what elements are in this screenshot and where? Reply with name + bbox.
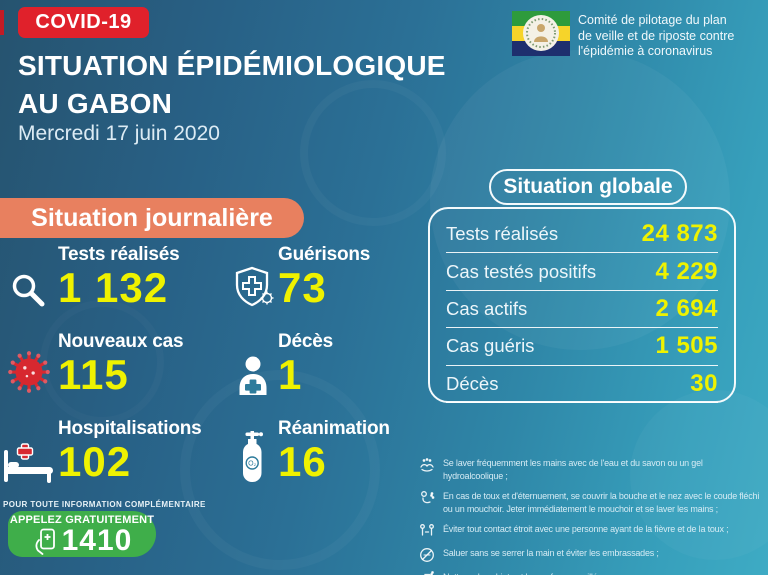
stat-value: 73 bbox=[278, 264, 327, 311]
stat-value: 115 bbox=[58, 351, 129, 398]
oxygen-tank-icon: O₂ bbox=[228, 418, 278, 484]
cough-elbow-icon bbox=[419, 490, 443, 506]
no-handshake-icon bbox=[419, 547, 443, 563]
committee-line3: l'épidémie à coronavirus bbox=[578, 44, 713, 58]
ribbon-fold bbox=[0, 10, 4, 35]
advice-item: Se laver fréquemment les mains avec de l… bbox=[419, 457, 765, 482]
covid-badge: COVID-19 bbox=[18, 7, 149, 38]
global-row-positifs: Cas testés positifs 4 229 bbox=[446, 253, 718, 291]
global-row-value: 24 873 bbox=[641, 220, 718, 248]
shield-cross-virus-icon bbox=[228, 244, 278, 310]
global-section-title: Situation globale bbox=[489, 169, 687, 205]
daily-section-title: Situation journalière bbox=[0, 198, 304, 238]
svg-text:O₂: O₂ bbox=[248, 461, 256, 468]
advice-item: Nettoyer les objets et les surfaces soui… bbox=[419, 571, 765, 575]
advice-text: Éviter tout contact étroit avec une pers… bbox=[443, 524, 729, 534]
stat-text: Décès 1 bbox=[278, 331, 333, 397]
stat-text: Réanimation 16 bbox=[278, 418, 390, 484]
stat-reanimation: O₂ Réanimation 16 bbox=[228, 418, 436, 505]
report-date: Mercredi 17 juin 2020 bbox=[18, 122, 220, 145]
global-row-value: 30 bbox=[690, 369, 718, 397]
magnifier-icon bbox=[0, 244, 58, 310]
emblem-figure-icon bbox=[526, 18, 556, 48]
stat-label: Tests réalisés bbox=[58, 244, 180, 265]
advice-text: Nettoyer les objets et les surfaces soui… bbox=[443, 571, 604, 575]
page-title-line1: SITUATION ÉPIDÉMIOLOGIQUE bbox=[18, 50, 446, 81]
stat-text: Tests réalisés 1 132 bbox=[58, 244, 180, 310]
advice-text: En cas de toux et d'éternuement, se couv… bbox=[443, 491, 760, 514]
global-row-actifs: Cas actifs 2 694 bbox=[446, 291, 718, 329]
page-title-line2: AU GABON bbox=[18, 88, 173, 119]
person-cross-icon bbox=[228, 331, 278, 397]
global-row-tests: Tests réalisés 24 873 bbox=[446, 216, 718, 254]
hotline-badge: APPELEZ GRATUITEMENT 1410 bbox=[8, 511, 156, 557]
committee-line2: de veille et de riposte contre bbox=[578, 28, 735, 43]
stat-text: Nouveaux cas 115 bbox=[58, 331, 184, 398]
daily-stats-grid: Tests réalisés 1 132 bbox=[0, 244, 436, 505]
stat-text: Hospitalisations 102 bbox=[58, 418, 202, 484]
stat-label: Réanimation bbox=[278, 418, 390, 439]
stat-deces: Décès 1 bbox=[228, 331, 436, 418]
stat-value: 102 bbox=[58, 438, 132, 485]
hotline-caption: POUR TOUTE INFORMATION COMPLÉMENTAIRE bbox=[3, 500, 206, 509]
stat-text: Guérisons 73 bbox=[278, 244, 370, 310]
stat-label: Guérisons bbox=[278, 244, 371, 265]
committee-name: Comité de pilotage du plan de veille et … bbox=[578, 13, 734, 60]
advice-item: En cas de toux et d'éternuement, se couv… bbox=[419, 490, 765, 515]
stat-label: Hospitalisations bbox=[58, 418, 202, 439]
committee-line1: Comité de pilotage du plan bbox=[578, 13, 727, 27]
stat-guerisons: Guérisons 73 bbox=[228, 244, 436, 331]
global-row-label: Cas guéris bbox=[446, 335, 535, 357]
flag-emblem bbox=[523, 15, 559, 51]
virus-icon bbox=[0, 331, 58, 397]
global-row-value: 1 505 bbox=[655, 332, 718, 360]
handwash-icon bbox=[419, 457, 443, 473]
global-row-label: Tests réalisés bbox=[446, 223, 559, 245]
global-row-value: 4 229 bbox=[655, 257, 718, 285]
stat-label: Nouveaux cas bbox=[58, 331, 184, 352]
advice-item: Saluer sans se serrer la main et éviter … bbox=[419, 547, 765, 563]
hospital-bed-icon bbox=[0, 418, 58, 484]
advice-list: Se laver fréquemment les mains avec de l… bbox=[419, 457, 765, 575]
global-row-label: Cas testés positifs bbox=[446, 260, 597, 282]
stat-hospitalisations: Hospitalisations 102 bbox=[0, 418, 228, 505]
hotline-label: APPELEZ GRATUITEMENT bbox=[9, 514, 155, 526]
virus-watermark bbox=[300, 80, 446, 226]
global-row-gueris: Cas guéris 1 505 bbox=[446, 328, 718, 366]
stat-nouveaux-cas: Nouveaux cas 115 bbox=[0, 331, 228, 418]
stat-label: Décès bbox=[278, 331, 333, 352]
global-stats-panel: Tests réalisés 24 873 Cas testés positif… bbox=[428, 207, 736, 403]
phone-hand-icon bbox=[35, 528, 55, 555]
stat-value: 1 bbox=[278, 351, 303, 398]
stat-tests-realises: Tests réalisés 1 132 bbox=[0, 244, 228, 331]
global-row-value: 2 694 bbox=[655, 294, 718, 322]
stat-value: 16 bbox=[278, 438, 327, 485]
hotline-row: 1410 bbox=[8, 524, 156, 558]
stat-value: 1 132 bbox=[58, 264, 169, 311]
avoid-contact-icon bbox=[419, 523, 443, 539]
advice-text: Se laver fréquemment les mains avec de l… bbox=[443, 458, 703, 481]
global-row-label: Décès bbox=[446, 372, 499, 394]
advice-text: Saluer sans se serrer la main et éviter … bbox=[443, 548, 659, 558]
global-row-label: Cas actifs bbox=[446, 297, 528, 319]
hotline-number: 1410 bbox=[61, 524, 133, 557]
gabon-flag-logo bbox=[512, 11, 570, 56]
advice-item: Éviter tout contact étroit avec une pers… bbox=[419, 523, 765, 539]
clean-surfaces-icon bbox=[419, 571, 443, 575]
global-row-deces: Décès 30 bbox=[446, 366, 718, 403]
